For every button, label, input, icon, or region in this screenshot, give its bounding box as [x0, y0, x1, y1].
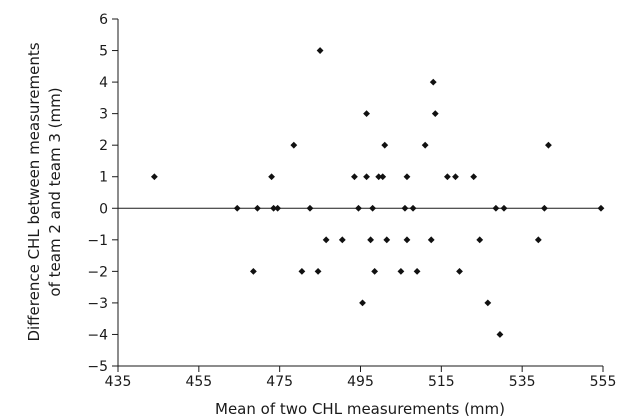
data-point	[290, 141, 298, 149]
data-point	[403, 173, 411, 181]
y-axis-label-line-2: of team 2 and team 3 (mm)	[46, 87, 64, 296]
data-point	[429, 78, 437, 86]
data-points	[150, 47, 605, 338]
data-point	[476, 236, 484, 244]
data-point	[355, 204, 362, 212]
data-point	[452, 173, 459, 181]
y-tick-label: 1	[99, 170, 108, 186]
x-tick-label: 475	[266, 374, 293, 390]
data-point	[409, 204, 417, 212]
x-tick-label: 435	[105, 374, 132, 390]
y-tick-label: 2	[99, 138, 108, 154]
data-point	[314, 267, 322, 275]
data-point	[413, 267, 421, 275]
y-tick-label: −4	[87, 327, 108, 343]
data-point	[381, 141, 389, 149]
data-point	[150, 173, 158, 181]
x-ticks: 435 455 475 495 515 535 555	[105, 366, 617, 390]
data-point	[397, 267, 405, 275]
x-tick-label: 455	[185, 374, 212, 390]
x-tick-label: 535	[509, 374, 536, 390]
y-axis-label-line-1: Difference CHL between measurements	[25, 42, 43, 341]
data-point	[379, 173, 387, 181]
x-axis-label: Mean of two CHL measurements (mm)	[215, 400, 505, 418]
data-point	[470, 173, 478, 181]
data-point	[443, 173, 451, 181]
data-point	[367, 236, 375, 244]
data-point	[306, 204, 314, 212]
data-point	[383, 236, 391, 244]
y-tick-label: −1	[87, 233, 108, 249]
data-point	[322, 236, 330, 244]
data-point	[298, 267, 306, 275]
y-tick-label: 3	[99, 107, 108, 123]
y-tick-label: 4	[99, 75, 108, 91]
y-ticks: −5 −4 −3 −2 −1 0 1 2 3 4 5 6	[87, 12, 118, 375]
y-tick-label: 5	[99, 44, 108, 60]
data-point	[270, 204, 278, 212]
data-point	[375, 173, 383, 181]
data-point	[534, 236, 542, 244]
data-point	[363, 110, 370, 118]
x-tick-label: 495	[347, 374, 374, 390]
data-point	[545, 141, 552, 149]
data-point	[359, 299, 366, 307]
y-tick-label: −2	[87, 264, 108, 280]
data-point	[254, 204, 261, 212]
data-point	[249, 267, 257, 275]
data-point	[421, 141, 429, 149]
data-point	[363, 173, 370, 181]
data-point	[371, 267, 379, 275]
y-tick-label: 0	[99, 201, 108, 217]
y-tick-label: −5	[87, 359, 108, 375]
x-tick-label: 515	[428, 374, 455, 390]
data-point	[316, 47, 324, 54]
data-point	[597, 204, 605, 212]
x-tick-label: 555	[590, 374, 617, 390]
y-tick-label: −3	[87, 296, 108, 312]
y-tick-label: 6	[99, 12, 108, 28]
data-point	[427, 236, 435, 244]
data-point	[484, 299, 492, 307]
data-point	[492, 204, 500, 212]
data-point	[431, 110, 439, 118]
data-point	[268, 173, 275, 181]
data-point	[369, 204, 377, 212]
data-point	[403, 236, 411, 244]
data-point	[401, 204, 409, 212]
data-point	[274, 204, 282, 212]
data-point	[500, 204, 508, 212]
data-point	[540, 204, 548, 212]
data-point	[456, 267, 463, 275]
data-point	[233, 204, 241, 212]
data-point	[351, 173, 358, 181]
data-point	[338, 236, 346, 244]
data-point	[496, 331, 504, 338]
